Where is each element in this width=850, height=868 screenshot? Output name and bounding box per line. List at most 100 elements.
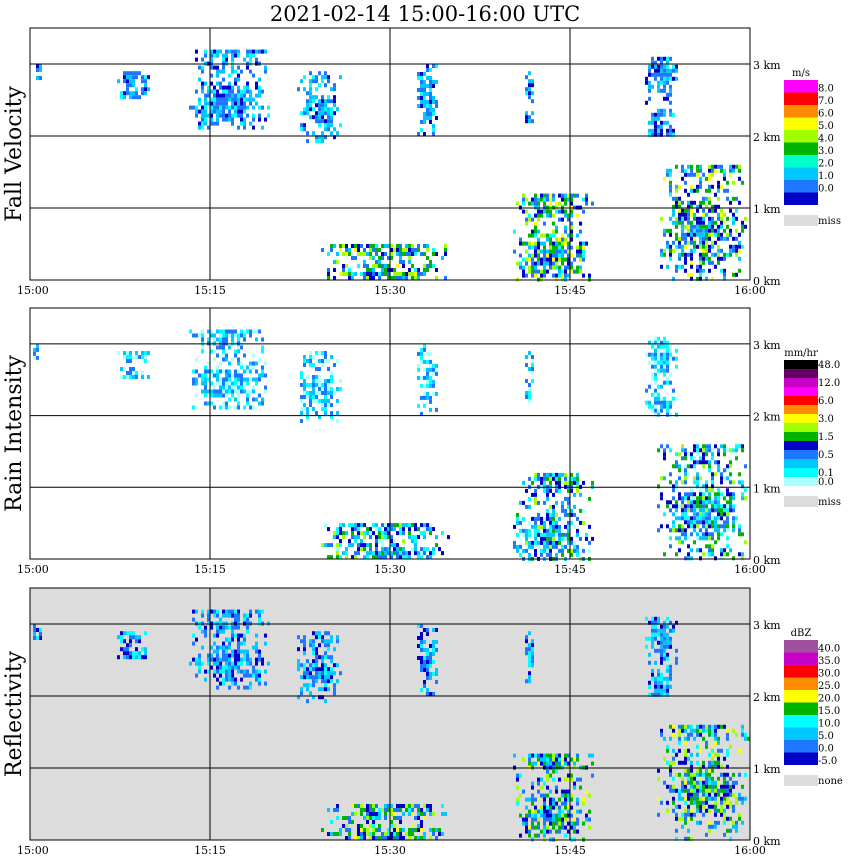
echo-cell <box>297 667 300 672</box>
echo-cell <box>432 363 435 368</box>
echo-cell <box>351 543 354 548</box>
echo-cell <box>237 685 240 690</box>
echo-cell <box>327 75 330 80</box>
echo-cell <box>258 653 261 658</box>
echo-cell <box>687 552 690 557</box>
echo-cell <box>246 661 249 666</box>
echo-cell <box>420 72 423 76</box>
echo-cell <box>36 636 39 640</box>
echo-cell <box>690 780 693 785</box>
echo-cell <box>228 117 231 122</box>
echo-cell <box>225 669 228 674</box>
echo-cell <box>531 785 534 790</box>
echo-cell <box>444 812 447 816</box>
echo-cell <box>249 661 252 666</box>
echo-cell <box>657 620 660 625</box>
echo-cell <box>255 369 258 374</box>
echo-cell <box>231 669 234 674</box>
echo-cell <box>528 83 531 88</box>
echo-cell <box>246 613 249 618</box>
echo-cell <box>414 527 417 532</box>
echo-cell <box>558 516 561 521</box>
echo-cell <box>702 772 705 777</box>
echo-cell <box>426 359 429 364</box>
echo-cell <box>549 480 552 485</box>
echo-cell <box>126 87 129 92</box>
echo-cell <box>39 632 42 636</box>
echo-cell <box>573 757 576 762</box>
echo-cell <box>663 396 666 401</box>
echo-cell <box>669 764 672 769</box>
echo-cell <box>252 97 255 102</box>
echo-cell <box>669 128 672 133</box>
echo-cell <box>576 516 579 521</box>
y-tick-label: 0 km <box>753 275 781 288</box>
echo-cell <box>705 228 708 233</box>
echo-cell <box>534 540 537 545</box>
echo-cell <box>420 359 423 364</box>
echo-cell <box>744 540 747 545</box>
echo-cell <box>429 104 432 108</box>
echo-cell <box>666 344 669 349</box>
echo-cell <box>549 821 552 826</box>
echo-cell <box>141 75 144 80</box>
echo-cell <box>432 371 435 376</box>
echo-cell <box>387 547 390 552</box>
echo-cell <box>399 808 402 812</box>
echo-cell <box>204 97 207 102</box>
echo-cell <box>567 773 570 778</box>
echo-cell <box>561 544 564 549</box>
echo-cell <box>549 817 552 822</box>
echo-cell <box>423 395 426 400</box>
echo-cell <box>249 369 252 374</box>
echo-cell <box>426 648 429 652</box>
echo-cell <box>300 383 303 387</box>
echo-cell <box>231 653 234 658</box>
echo-cell <box>312 399 315 403</box>
echo-cell <box>36 64 39 68</box>
echo-cell <box>525 91 528 96</box>
echo-cell <box>723 524 726 529</box>
echo-cell <box>564 789 567 794</box>
echo-cell <box>219 49 222 54</box>
echo-cell <box>369 808 372 812</box>
echo-cell <box>420 551 423 556</box>
echo-cell <box>687 792 690 797</box>
echo-cell <box>543 241 546 246</box>
echo-cell <box>555 241 558 246</box>
echo-cell <box>729 232 732 237</box>
echo-cell <box>324 351 327 355</box>
echo-cell <box>576 801 579 806</box>
echo-cell <box>660 108 663 113</box>
echo-cell <box>525 111 528 116</box>
echo-cell <box>543 532 546 537</box>
echo-cell <box>240 93 243 98</box>
echo-cell <box>678 728 681 733</box>
echo-cell <box>435 268 438 272</box>
echo-cell <box>255 57 258 62</box>
echo-cell <box>528 87 531 92</box>
echo-cell <box>567 797 570 802</box>
echo-cell <box>228 641 231 646</box>
echo-cell <box>666 72 669 77</box>
echo-cell <box>330 635 333 640</box>
echo-cell <box>645 388 648 393</box>
echo-cell <box>549 524 552 529</box>
echo-cell <box>693 444 696 449</box>
echo-cell <box>261 345 264 350</box>
echo-cell <box>525 355 528 359</box>
echo-cell <box>327 832 330 836</box>
echo-cell <box>534 833 537 838</box>
echo-cell <box>672 488 675 493</box>
echo-cell <box>690 508 693 513</box>
echo-cell <box>732 236 735 241</box>
legend-missing-swatch <box>784 215 818 226</box>
x-tick-label: 16:00 <box>734 563 766 576</box>
echo-cell <box>687 736 690 741</box>
echo-cell <box>312 107 315 112</box>
echo-cell <box>198 121 201 126</box>
echo-cell <box>195 657 198 662</box>
echo-cell <box>555 512 558 517</box>
echo-cell <box>732 212 735 217</box>
